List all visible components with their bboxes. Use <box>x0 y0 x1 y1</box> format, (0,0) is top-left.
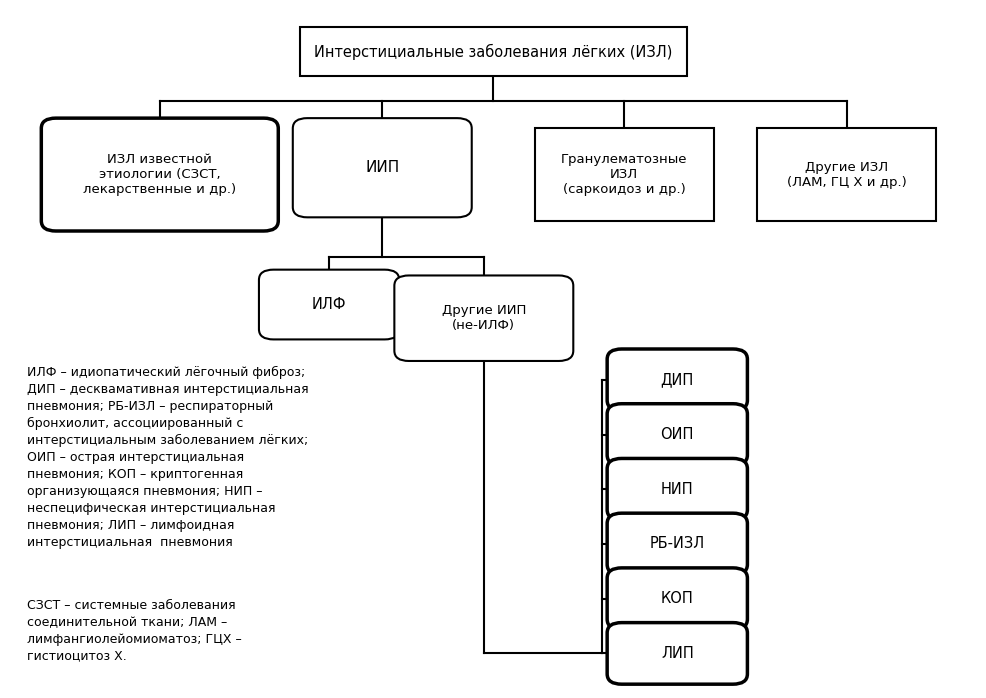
FancyBboxPatch shape <box>606 623 746 684</box>
Text: Другие ИИП
(не-ИЛФ): Другие ИИП (не-ИЛФ) <box>441 304 526 332</box>
Text: Гранулематозные
ИЗЛ
(саркоидоз и др.): Гранулематозные ИЗЛ (саркоидоз и др.) <box>560 153 686 196</box>
FancyBboxPatch shape <box>293 118 471 217</box>
Text: ЛИП: ЛИП <box>661 646 693 661</box>
FancyBboxPatch shape <box>606 349 746 410</box>
FancyBboxPatch shape <box>606 568 746 630</box>
Text: РБ-ИЗЛ: РБ-ИЗЛ <box>649 537 704 551</box>
FancyBboxPatch shape <box>258 269 398 339</box>
Text: НИП: НИП <box>661 482 693 497</box>
Text: Другие ИЗЛ
(ЛАМ, ГЦ Х и др.): Другие ИЗЛ (ЛАМ, ГЦ Х и др.) <box>786 161 905 188</box>
Text: ИИП: ИИП <box>365 161 399 175</box>
FancyBboxPatch shape <box>41 118 278 231</box>
FancyBboxPatch shape <box>606 459 746 520</box>
FancyBboxPatch shape <box>756 128 935 221</box>
Text: ИЗЛ известной
этиологии (СЗСТ,
лекарственные и др.): ИЗЛ известной этиологии (СЗСТ, лекарстве… <box>83 153 236 196</box>
FancyBboxPatch shape <box>534 128 713 221</box>
FancyBboxPatch shape <box>300 27 686 76</box>
Text: ОИП: ОИП <box>660 427 693 442</box>
FancyBboxPatch shape <box>606 513 746 574</box>
Text: ИЛФ: ИЛФ <box>312 297 346 312</box>
FancyBboxPatch shape <box>394 276 573 361</box>
Text: КОП: КОП <box>661 591 693 606</box>
Text: ДИП: ДИП <box>660 372 693 387</box>
Text: ИЛФ – идиопатический лёгочный фиброз;
ДИП – десквамативная интерстициальная
пнев: ИЛФ – идиопатический лёгочный фиброз; ДИ… <box>28 366 309 549</box>
FancyBboxPatch shape <box>606 403 746 466</box>
Text: Интерстициальные заболевания лёгких (ИЗЛ): Интерстициальные заболевания лёгких (ИЗЛ… <box>314 43 672 59</box>
Text: СЗСТ – системные заболевания
соединительной ткани; ЛАМ –
лимфангиолейомиоматоз; : СЗСТ – системные заболевания соединитель… <box>28 599 242 662</box>
